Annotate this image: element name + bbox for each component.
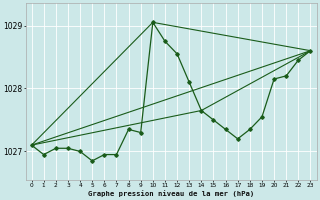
X-axis label: Graphe pression niveau de la mer (hPa): Graphe pression niveau de la mer (hPa) [88,190,254,197]
